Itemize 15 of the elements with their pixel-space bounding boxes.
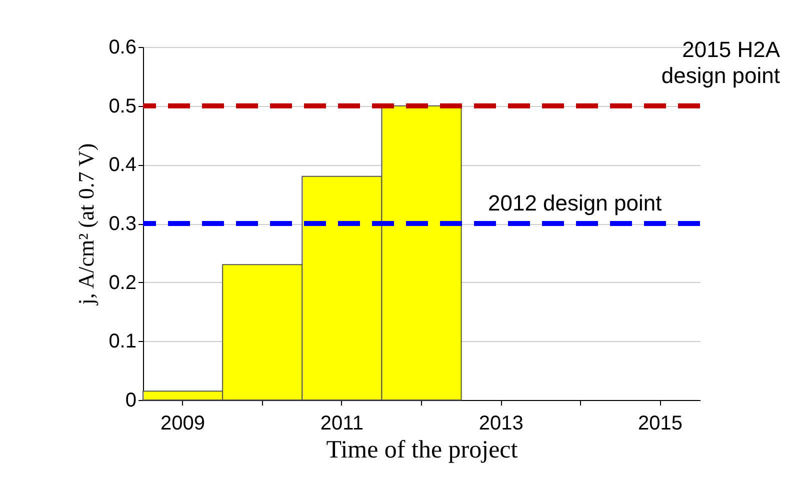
y-tick-label: 0.4 — [108, 154, 136, 176]
x-tick-label: 2015 — [638, 412, 682, 434]
y-tick-label: 0.6 — [108, 36, 136, 58]
ref-line-label: 2012 design point — [488, 190, 662, 216]
y-axis-title: j, A/cm² (at 0.7 V) — [74, 143, 99, 306]
x-tick-label: 2013 — [478, 412, 524, 434]
y-tick-label: 0 — [125, 390, 136, 412]
x-tick-label: 2009 — [160, 412, 206, 434]
x-axis-title: Time of the project — [326, 436, 518, 464]
y-tick-label: 0.3 — [108, 213, 136, 235]
y-tick-label: 0.1 — [108, 330, 136, 353]
y-tick-label: 0.2 — [108, 272, 136, 294]
ref-line-label: 2015 H2A design point — [661, 36, 780, 88]
x-tick-label: 2011 — [320, 412, 364, 434]
y-tick-label: 0.5 — [108, 95, 136, 118]
